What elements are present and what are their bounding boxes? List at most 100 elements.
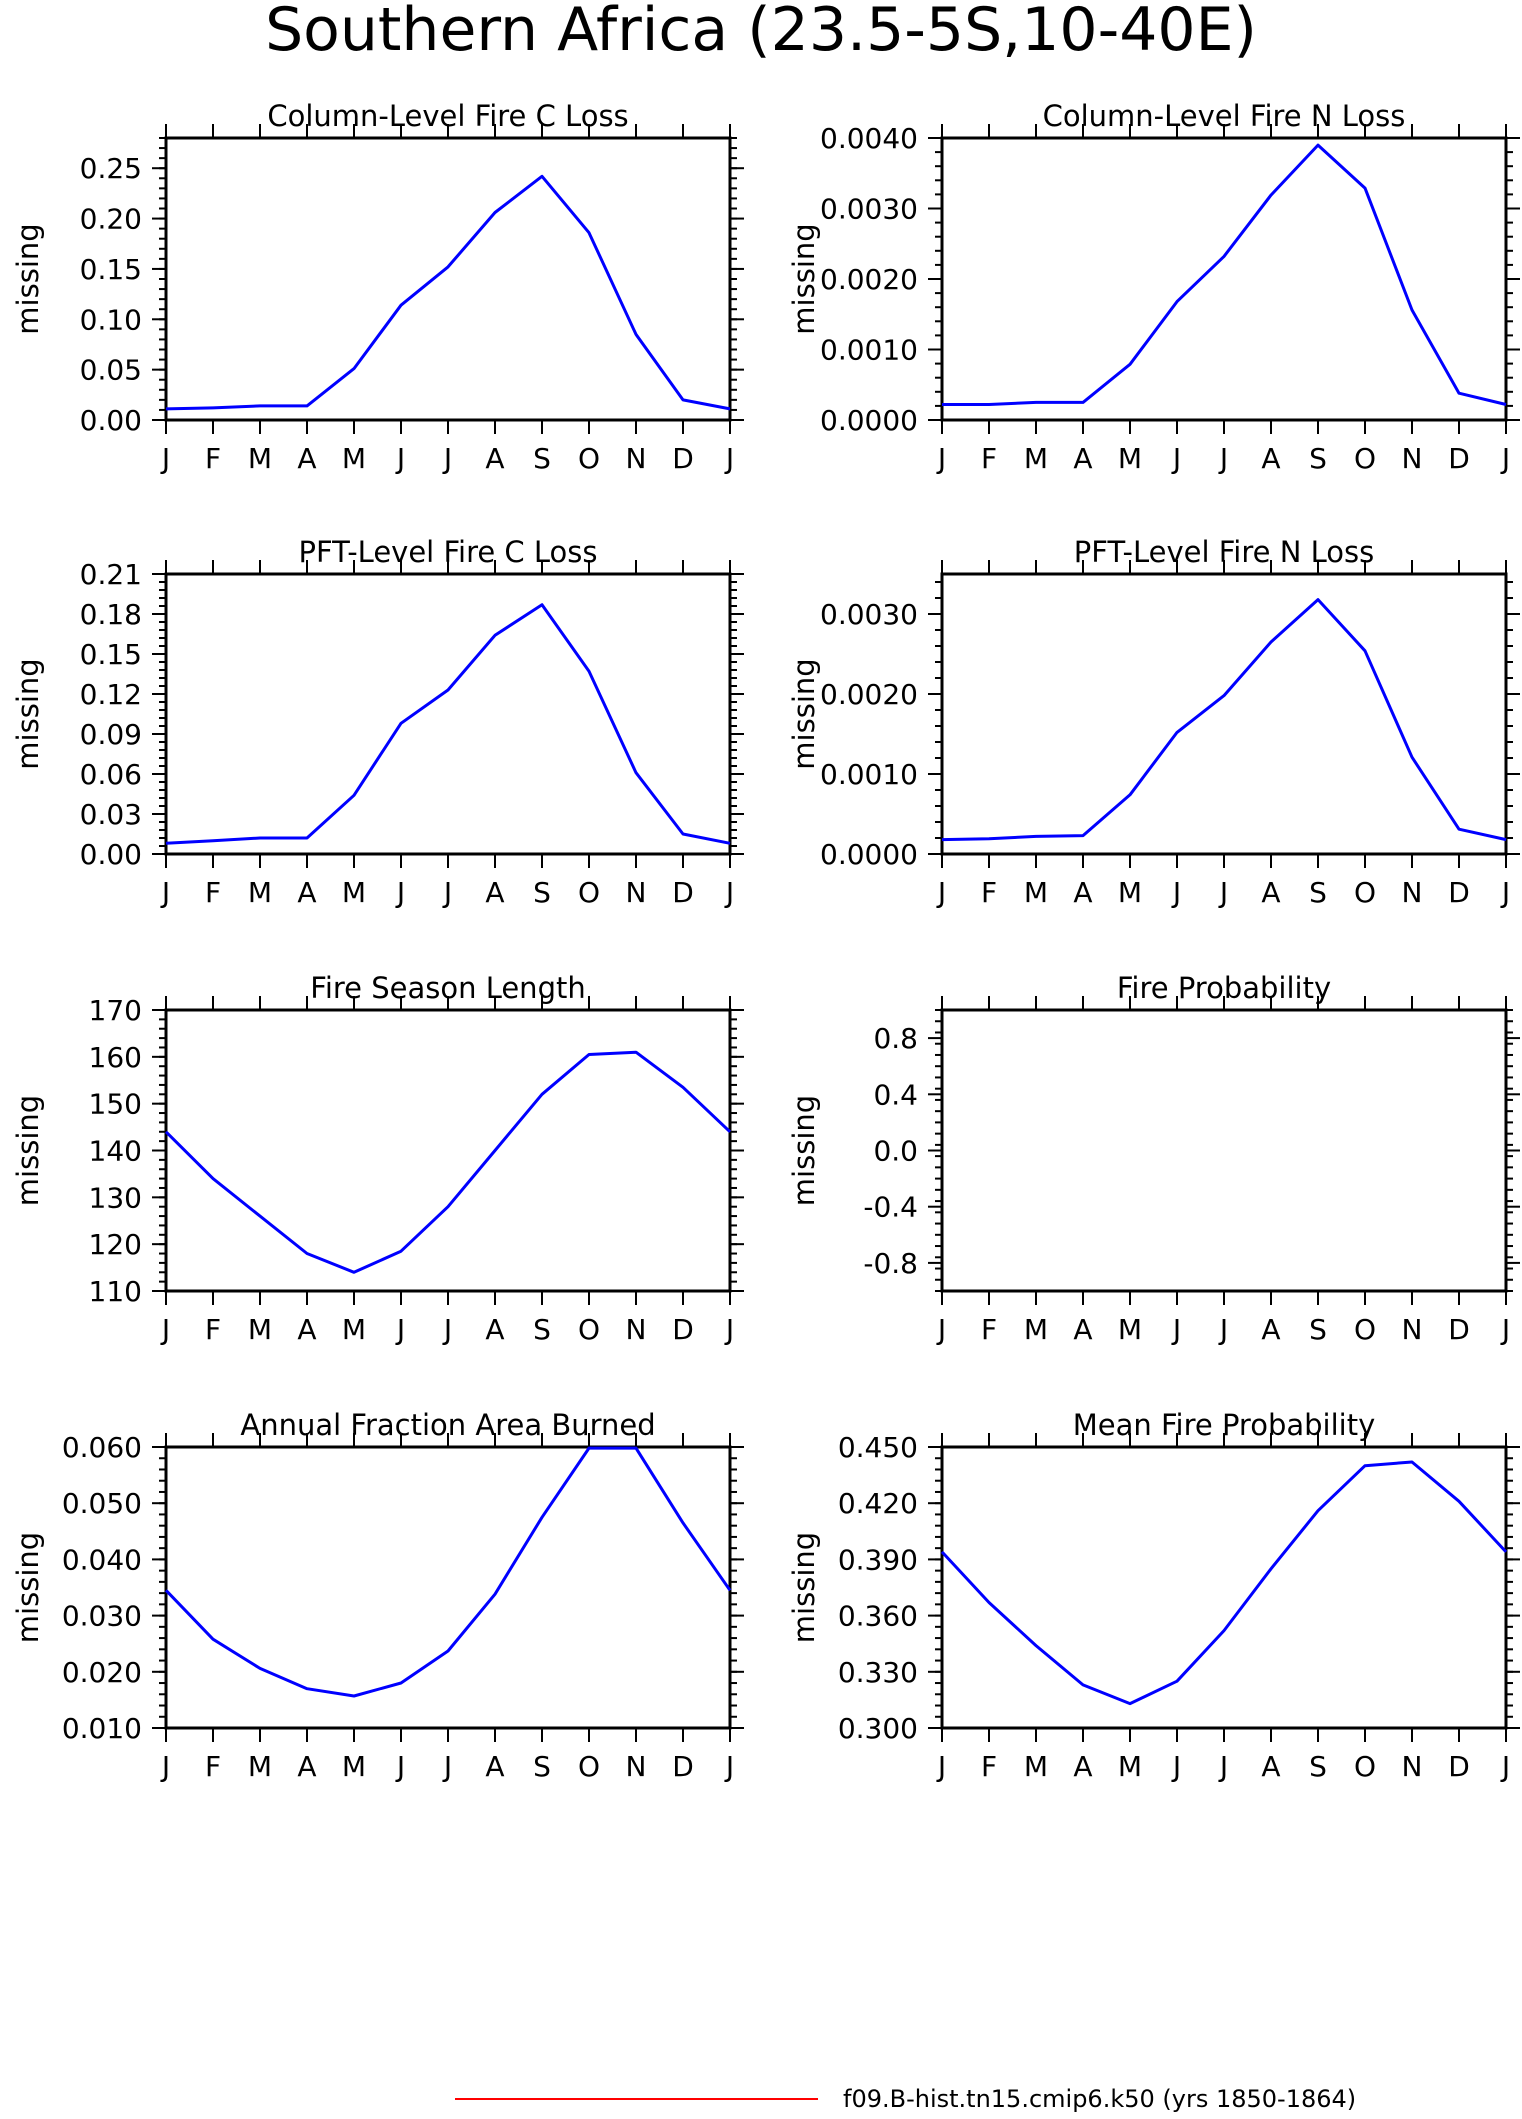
x-tick-label: M [1024,1313,1048,1346]
x-tick-label: J [1218,1750,1228,1783]
x-tick-label: M [248,442,272,475]
y-tick-label: 0.0 [873,1135,918,1168]
x-tick-label: J [395,876,405,909]
series-line [165,603,731,845]
x-tick-label: J [160,1313,170,1346]
x-tick-label: J [1171,1750,1181,1783]
plot-frame [164,572,732,856]
y-tick-label: 0.8 [873,1022,918,1055]
x-tick-label: O [1354,1313,1376,1346]
x-tick-label: F [205,442,221,475]
x-tick-label: J [1218,1313,1228,1346]
y-axis-label: missing [11,1095,45,1206]
y-tick-label: 0.0020 [820,678,918,711]
y-tick-label: 150 [89,1088,142,1121]
x-tick-label: J [1171,876,1181,909]
y-tick-label: 0.15 [80,638,142,671]
x-tick-label: J [724,1313,734,1346]
x-tick-label: N [626,876,647,909]
y-tick-label: 0.0030 [820,193,918,226]
y-tick-label: 0.18 [80,598,142,631]
y-tick-label: 130 [89,1181,142,1214]
x-tick-label: D [1448,1313,1470,1346]
x-tick-label: M [342,442,366,475]
x-tick-label: O [578,876,600,909]
x-tick-label: D [672,442,694,475]
x-tick-label: F [205,1313,221,1346]
y-tick-label: 170 [89,994,142,1027]
series-line [164,1050,732,1274]
x-tick-label: D [672,1313,694,1346]
y-axis-label: missing [11,1532,45,1643]
x-tick-label: J [936,876,946,909]
y-tick-label: 0.00 [80,838,142,871]
x-tick-label: M [1024,442,1048,475]
x-tick-label: O [578,1313,600,1346]
y-tick-label: -0.8 [863,1247,918,1280]
y-tick-label: 0.05 [80,354,142,387]
plot-frame [164,1008,732,1293]
x-tick-label: O [1354,876,1376,909]
x-tick-label: F [205,1750,221,1783]
y-tick-label: 160 [89,1041,142,1074]
x-tick-label: D [672,876,694,909]
x-tick-label: A [1073,442,1092,475]
x-tick-label: A [297,876,316,909]
x-tick-label: A [1261,876,1280,909]
x-tick-label: N [1402,442,1423,475]
y-tick-label: 0.06 [80,758,142,791]
x-tick-label: M [1118,1313,1142,1346]
y-tick-label: 0.360 [838,1600,918,1633]
x-tick-label: M [1024,876,1048,909]
y-tick-label: 0.300 [838,1712,918,1745]
y-tick-label: 0.4 [873,1078,918,1111]
x-tick-label: S [1309,1750,1327,1783]
x-tick-label: J [442,876,452,909]
x-tick-label: M [342,1313,366,1346]
x-tick-label: N [626,442,647,475]
y-tick-label: 0.020 [62,1656,142,1689]
x-tick-label: F [981,876,997,909]
y-tick-label: -0.4 [863,1191,918,1224]
x-tick-label: J [724,1750,734,1783]
y-tick-label: 0.0040 [820,122,918,155]
plot-frame [940,572,1508,856]
x-tick-label: M [1118,442,1142,475]
x-tick-label: J [442,1313,452,1346]
y-axis-label: missing [787,658,821,769]
y-tick-label: 0.330 [838,1656,918,1689]
x-tick-label: A [297,1750,316,1783]
x-tick-label: F [205,876,221,909]
x-tick-label: A [485,442,504,475]
y-axis-label: missing [787,1532,821,1643]
x-tick-label: F [981,442,997,475]
y-tick-label: 0.21 [80,558,142,591]
x-tick-label: M [248,876,272,909]
y-tick-label: 0.15 [80,253,142,286]
x-tick-label: J [442,1750,452,1783]
x-tick-label: J [160,442,170,475]
x-tick-label: J [1500,442,1510,475]
y-tick-label: 120 [89,1228,142,1261]
y-axis-label: missing [11,223,45,334]
series-line [164,1446,732,1698]
y-tick-label: 0.420 [838,1487,918,1520]
x-tick-label: D [1448,876,1470,909]
x-tick-label: S [533,1750,551,1783]
plot-frame [164,1445,732,1730]
x-tick-label: M [248,1750,272,1783]
x-tick-label: J [724,876,734,909]
x-tick-label: O [578,1750,600,1783]
legend: f09.B-hist.tn15.cmip6.k50 (yrs 1850-1864… [455,2085,1356,2113]
x-tick-label: J [1500,876,1510,909]
x-tick-label: J [1171,1313,1181,1346]
x-tick-label: J [395,1313,405,1346]
y-tick-label: 0.0020 [820,263,918,296]
y-tick-label: 0.010 [62,1712,142,1745]
x-tick-label: S [533,442,551,475]
